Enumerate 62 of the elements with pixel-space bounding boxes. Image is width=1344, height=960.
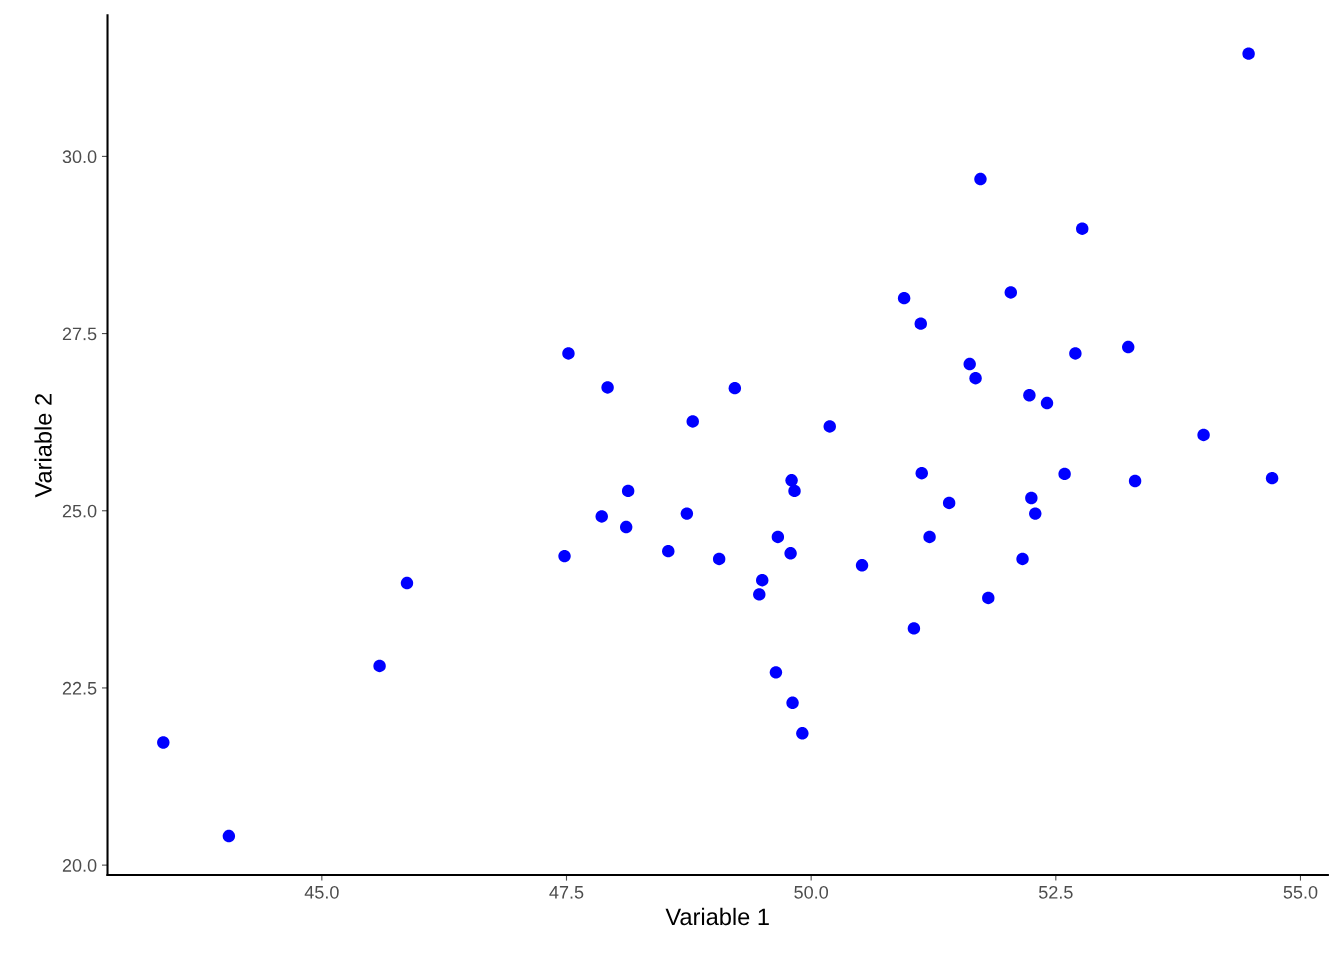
point <box>1128 474 1142 488</box>
point <box>907 622 921 635</box>
point <box>1242 47 1255 60</box>
point <box>1265 471 1279 485</box>
point <box>1122 340 1135 354</box>
y-tick-label: 20.0 <box>62 859 97 872</box>
point <box>619 520 633 534</box>
point <box>969 372 982 385</box>
y-tick-label: 27.5 <box>62 327 97 341</box>
point <box>923 530 936 544</box>
point <box>897 291 911 305</box>
y-tick-label: 22.5 <box>62 681 97 695</box>
point <box>855 559 869 572</box>
point <box>222 829 236 843</box>
point <box>963 357 976 371</box>
point <box>558 549 571 563</box>
point <box>784 547 797 560</box>
point <box>982 591 995 605</box>
point <box>788 484 801 498</box>
point <box>728 381 742 395</box>
x-tick-label: 50.0 <box>794 885 829 899</box>
point <box>1197 428 1210 442</box>
point <box>601 381 614 394</box>
point <box>915 466 928 480</box>
x-tick-label: 55.0 <box>1283 885 1318 899</box>
point <box>974 172 987 186</box>
y-axis-title: Variable 2 <box>34 394 52 498</box>
point <box>1016 552 1029 566</box>
x-tick-label: 52.5 <box>1038 885 1073 899</box>
y-tick-label: 25.0 <box>62 504 97 518</box>
point <box>942 496 956 510</box>
point <box>562 347 575 360</box>
point <box>1023 389 1036 402</box>
point <box>712 552 726 566</box>
x-tick-label: 45.0 <box>304 885 339 899</box>
x-axis-title: Variable 1 <box>665 907 769 926</box>
point <box>1069 347 1082 360</box>
point <box>595 510 608 523</box>
point <box>786 696 799 710</box>
point <box>1004 286 1018 299</box>
point <box>785 474 798 487</box>
point <box>1076 222 1089 235</box>
point <box>621 484 635 498</box>
point <box>1058 467 1071 481</box>
point <box>769 666 783 679</box>
point <box>771 530 785 544</box>
point <box>1025 491 1038 505</box>
point <box>1040 396 1054 410</box>
point <box>680 507 694 520</box>
x-tick-label: 47.5 <box>549 886 584 899</box>
point <box>753 588 766 601</box>
point <box>662 544 675 558</box>
point <box>373 659 386 673</box>
point <box>756 574 769 587</box>
point <box>796 727 809 740</box>
point <box>400 576 414 590</box>
point <box>157 736 170 749</box>
y-tick-label: 30.0 <box>62 150 97 164</box>
point <box>914 317 927 330</box>
point <box>686 415 699 428</box>
point <box>1029 507 1042 520</box>
point <box>823 420 836 433</box>
